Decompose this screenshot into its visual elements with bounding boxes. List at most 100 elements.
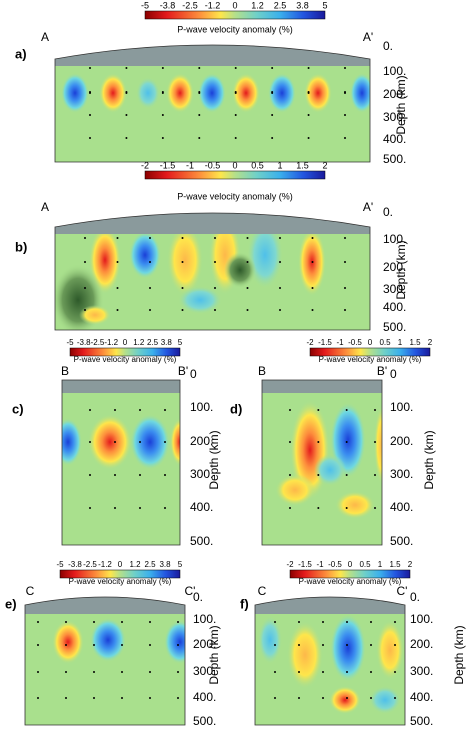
profile-start: A: [41, 30, 49, 44]
depth-tick-label: 400.: [410, 690, 433, 704]
node: [214, 237, 216, 239]
node: [271, 92, 274, 94]
profile-end: A': [363, 30, 373, 44]
colorbar-tick-label: -1.5: [318, 338, 332, 347]
panel-label: a): [15, 46, 27, 61]
anomaly: [304, 73, 332, 113]
colorbar-tick-label: 1.2: [251, 0, 264, 10]
anomaly: [136, 77, 160, 109]
node: [89, 114, 91, 116]
node: [317, 409, 320, 411]
node: [311, 261, 314, 263]
node: [345, 507, 348, 509]
colorbar-tick-label: 0: [348, 560, 353, 569]
node: [346, 621, 348, 623]
node: [345, 474, 348, 476]
section-outline: [54, 44, 371, 163]
colorbar-tick-label: -5: [141, 0, 149, 10]
colorbar-tick-label: -3.8: [77, 338, 91, 347]
panel-label: d): [230, 401, 242, 416]
colorbar-label: P-wave velocity anomaly (%): [177, 24, 293, 34]
colorbar-tick-label: -2: [306, 338, 314, 347]
node: [149, 697, 151, 699]
node: [322, 644, 324, 646]
node: [181, 287, 184, 289]
section: [262, 380, 382, 545]
node: [311, 237, 314, 239]
node: [271, 67, 274, 69]
node: [246, 309, 249, 311]
colorbar-tick-label: -2.5: [182, 0, 198, 10]
anomaly: [287, 621, 323, 689]
node: [89, 137, 91, 139]
node: [164, 507, 166, 509]
node: [344, 261, 346, 263]
anomaly: [376, 620, 404, 680]
node: [345, 409, 348, 411]
surface-layer: [55, 45, 370, 66]
colorbar-label: P-wave velocity anomaly (%): [319, 355, 422, 364]
colorbar-tick-label: -1.2: [98, 560, 112, 569]
node: [322, 621, 324, 623]
node: [344, 287, 346, 289]
node: [307, 92, 310, 94]
panel: -5 -3.8 -2.5 -1.2 0 1.2 2.5 3.8 5P-wave velocity…: [12, 338, 221, 548]
depth-label: Depth (km): [207, 625, 221, 684]
colorbar-tick-label: 0: [118, 560, 123, 569]
node: [65, 644, 67, 646]
colorbar-tick-label: 2.5: [147, 338, 159, 347]
colorbar-tick-label: 2: [408, 560, 413, 569]
node: [344, 92, 346, 94]
anomaly: [224, 252, 256, 288]
node: [346, 671, 348, 673]
depth-label: Depth (km): [394, 75, 408, 134]
colorbar-tick-label: -1: [316, 560, 324, 569]
section: [255, 597, 405, 725]
profile-end: B': [178, 364, 188, 378]
node: [121, 671, 123, 673]
node: [370, 697, 372, 699]
panel-label: f): [240, 596, 249, 611]
node: [149, 261, 151, 263]
node: [289, 507, 291, 509]
depth-tick-label: 300.: [390, 467, 413, 481]
node: [114, 474, 116, 476]
colorbar: [69, 347, 181, 357]
colorbar-tick-label: -1.5: [160, 160, 176, 170]
profile-end: A': [363, 200, 373, 214]
depth-tick-label: 100.: [383, 232, 406, 246]
node: [370, 671, 372, 673]
depth-tick-label: 200.: [193, 637, 216, 651]
panel: -2 -1.5 -1 -0.5 0 0.5 1 1.5 2 P-wave velocity ano…: [240, 560, 466, 728]
colorbar-label: P-wave velocity anomaly (%): [69, 577, 172, 586]
depth-label: Depth (km): [207, 430, 221, 489]
node: [198, 67, 201, 69]
colorbar-tick-label: 1.5: [296, 160, 309, 170]
depth-tick-label: 300.: [410, 664, 433, 678]
node: [37, 671, 39, 673]
node: [246, 261, 249, 263]
node: [289, 409, 291, 411]
anomaly: [268, 73, 296, 113]
node: [139, 441, 141, 443]
depth-tick-label: 200.: [390, 434, 413, 448]
node: [177, 621, 179, 623]
section-outline: [61, 379, 181, 546]
node: [121, 621, 123, 623]
node: [298, 671, 300, 673]
anomaly: [258, 616, 282, 664]
depth-tick-label: 100.: [390, 400, 413, 414]
node: [181, 237, 184, 239]
colorbar-tick-label: 1: [398, 338, 403, 347]
node: [177, 697, 179, 699]
node: [116, 261, 119, 263]
node: [149, 621, 151, 623]
node: [298, 621, 300, 623]
colorbar: [309, 347, 431, 357]
colorbar-tick-label: 3.8: [161, 338, 173, 347]
colorbar-tick-label: 2.5: [274, 0, 287, 10]
node: [394, 621, 396, 623]
node: [307, 67, 310, 69]
node: [289, 441, 291, 443]
node: [139, 507, 141, 509]
